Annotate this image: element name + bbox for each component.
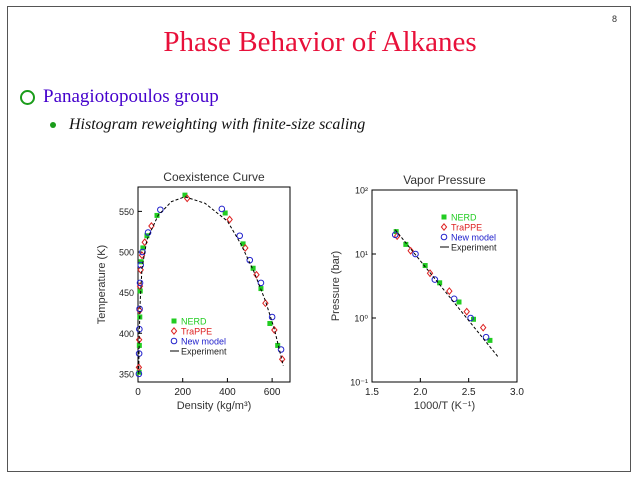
data-point-trappe <box>148 222 155 230</box>
data-point-trappe <box>226 215 233 224</box>
data-point-trappe <box>426 269 434 278</box>
data-point-new-model <box>236 232 244 240</box>
legend-label: TraPPE <box>181 327 212 337</box>
data-point-nerd <box>267 321 273 326</box>
y-tick-label: 350 <box>119 369 134 379</box>
bullet-level-1: Panagiotopoulos group <box>20 86 219 108</box>
data-point-nerd <box>240 241 246 247</box>
data-point-nerd <box>456 299 462 305</box>
legend-label: Experiment <box>181 347 227 357</box>
data-point-nerd <box>154 212 160 218</box>
data-point-trappe <box>141 238 148 247</box>
data-point-new-model <box>144 229 152 236</box>
data-point-trappe <box>463 307 470 316</box>
x-tick-label: 1.5 <box>365 387 379 398</box>
legend-label: NERD <box>181 317 207 327</box>
data-point-new-model <box>412 250 419 258</box>
data-point-nerd <box>144 233 150 239</box>
x-tick-label: 400 <box>219 387 236 398</box>
x-axis-label: 1000/T (K⁻¹) <box>414 400 475 412</box>
data-point-nerd <box>140 245 146 251</box>
y-tick-label: 10² <box>355 186 368 196</box>
data-point-new-model <box>431 276 439 283</box>
y-tick-label: 400 <box>119 329 134 339</box>
bullet-level-2: Histogram reweighting with finite-size s… <box>50 116 365 134</box>
plot-frame <box>371 189 518 383</box>
legend-swatch <box>171 318 177 324</box>
slide-number: 8 <box>612 14 618 24</box>
data-point-nerd <box>136 342 142 348</box>
legend-label: Experiment <box>451 243 497 253</box>
bullet-level-1-text: Panagiotopoulos group <box>43 86 219 107</box>
legend-swatch <box>440 223 448 231</box>
y-tick-label: 10⁰ <box>354 314 368 324</box>
chart-1: Coexistence Curve 0 200 400 600 350 400 450 500 5… <box>96 170 291 412</box>
chart-title: Vapor Pressure <box>403 173 486 187</box>
y-tick-label: 500 <box>119 248 134 258</box>
data-point-new-model <box>136 279 144 287</box>
data-point-new-model <box>257 279 265 287</box>
data-point-trappe <box>262 299 269 308</box>
legend-label: New model <box>451 233 496 243</box>
dot-bullet-icon <box>50 122 56 128</box>
series-line-experiment <box>394 229 499 357</box>
bullet-level-2-text: Histogram reweighting with finite-size s… <box>69 116 366 133</box>
chart-2: Vapor Pressure 1.5 2.0 2.5 3.0 10⁻¹ 10⁰ 10¹ 10² 1… <box>330 173 524 412</box>
ring-bullet-icon <box>20 89 35 105</box>
y-axis-label: Temperature (K) <box>96 245 108 324</box>
x-tick-label: 0 <box>135 387 141 398</box>
data-point-new-model <box>467 314 474 322</box>
data-point-nerd <box>275 342 281 348</box>
data-point-nerd <box>182 192 188 198</box>
data-point-nerd <box>437 280 443 286</box>
data-point-nerd <box>250 265 256 271</box>
series-line-experiment <box>138 196 284 374</box>
data-point-new-model <box>450 295 458 303</box>
data-point-nerd <box>403 241 409 247</box>
data-point-nerd <box>487 337 493 343</box>
legend-label: New model <box>181 337 226 347</box>
data-point-trappe <box>253 270 260 279</box>
legend-label: TraPPE <box>451 223 482 233</box>
x-tick-label: 200 <box>174 387 191 398</box>
data-point-new-model <box>137 261 144 269</box>
y-tick-label: 10⁻¹ <box>350 378 368 388</box>
data-point-trappe <box>446 287 453 296</box>
legend-swatch <box>170 327 178 335</box>
data-point-new-model <box>268 313 276 321</box>
data-point-nerd <box>137 288 143 294</box>
x-tick-label: 2.5 <box>462 387 476 398</box>
y-tick-label: 450 <box>119 288 134 298</box>
data-point-trappe <box>407 246 414 255</box>
data-point-new-model <box>218 205 226 213</box>
legend-swatch <box>170 337 178 345</box>
slide-frame <box>7 6 631 472</box>
data-point-nerd <box>422 263 428 269</box>
data-point-trappe <box>271 326 278 334</box>
legend-label: NERD <box>451 213 477 223</box>
y-tick-label: 10¹ <box>355 250 368 260</box>
data-point-new-model <box>482 333 490 341</box>
y-tick-label: 550 <box>119 207 134 217</box>
data-point-new-model <box>277 346 285 353</box>
data-point-nerd <box>222 210 228 216</box>
legend-swatch <box>441 214 447 220</box>
legend-swatch <box>440 233 448 241</box>
x-tick-label: 600 <box>264 387 281 398</box>
x-axis-label: Density (kg/m³) <box>177 400 252 412</box>
data-point-new-model <box>391 231 399 239</box>
chart-title: Coexistence Curve <box>163 170 265 184</box>
x-tick-label: 2.0 <box>413 387 427 398</box>
data-point-trappe <box>242 243 249 252</box>
data-point-trappe <box>135 363 143 372</box>
y-axis-label: Pressure (bar) <box>330 251 342 321</box>
x-tick-label: 3.0 <box>510 387 524 398</box>
slide-title: Phase Behavior of Alkanes <box>163 26 477 58</box>
data-point-trappe <box>479 323 487 332</box>
